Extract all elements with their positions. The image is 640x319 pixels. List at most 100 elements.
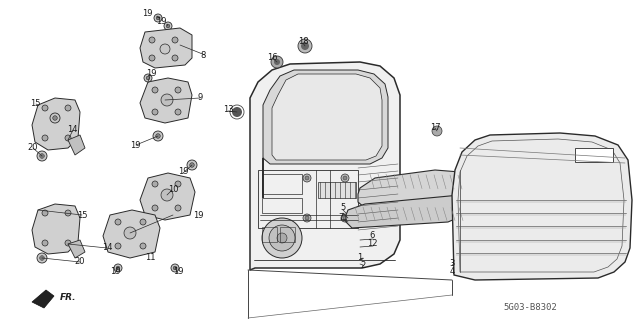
Text: 2: 2 [360,262,365,271]
Circle shape [303,174,311,182]
Text: 4: 4 [449,268,454,277]
Bar [318,182,356,198]
Polygon shape [68,240,85,258]
Text: 7: 7 [339,213,344,222]
Text: 6: 6 [369,232,374,241]
Text: 19: 19 [173,268,183,277]
Circle shape [65,240,71,246]
Circle shape [273,58,281,66]
Text: 9: 9 [197,93,203,102]
Text: 14: 14 [67,125,77,135]
Polygon shape [32,98,80,150]
Text: 14: 14 [102,243,112,253]
Circle shape [152,109,158,115]
Circle shape [154,14,162,22]
Circle shape [65,135,71,141]
Circle shape [269,225,295,251]
Text: 19: 19 [156,18,166,26]
Circle shape [175,181,181,187]
Circle shape [65,105,71,111]
Polygon shape [346,195,465,228]
Circle shape [171,264,179,272]
Circle shape [42,135,48,141]
Circle shape [40,256,44,260]
Circle shape [114,264,122,272]
Circle shape [432,126,442,136]
Circle shape [146,76,150,80]
Text: FR.: FR. [60,293,77,302]
Circle shape [65,210,71,216]
Circle shape [116,266,120,270]
Circle shape [298,39,312,53]
Circle shape [140,243,146,249]
Text: 20: 20 [28,144,38,152]
Bar [575,148,613,162]
Circle shape [341,214,349,222]
Text: 5: 5 [340,204,346,212]
Text: 19: 19 [178,167,188,176]
Circle shape [166,24,170,28]
Circle shape [161,94,173,106]
Polygon shape [358,170,465,208]
Circle shape [42,240,48,246]
Polygon shape [140,173,195,220]
Text: 15: 15 [77,211,87,219]
Circle shape [175,205,181,211]
Circle shape [305,176,309,180]
Circle shape [149,37,155,43]
Text: 11: 11 [145,253,156,262]
Circle shape [175,109,181,115]
Circle shape [164,22,172,30]
Text: 12: 12 [367,240,377,249]
Circle shape [189,163,195,167]
Bar [262,198,302,213]
Circle shape [305,216,309,220]
Circle shape [232,107,242,117]
Polygon shape [452,133,632,280]
Circle shape [303,214,311,222]
Text: 1: 1 [357,254,363,263]
Circle shape [40,256,45,261]
Text: 3: 3 [449,259,454,269]
Circle shape [115,243,121,249]
Circle shape [156,16,160,20]
Circle shape [149,55,155,61]
Text: 20: 20 [75,257,85,266]
Text: 16: 16 [267,53,277,62]
Circle shape [343,176,347,180]
Circle shape [40,153,45,159]
Circle shape [156,134,160,138]
Circle shape [173,266,177,270]
Circle shape [172,55,178,61]
Polygon shape [32,290,54,308]
Circle shape [172,37,178,43]
Circle shape [115,219,121,225]
Circle shape [52,116,57,120]
Text: 19: 19 [130,140,140,150]
Circle shape [37,253,47,263]
Text: 19: 19 [146,69,156,78]
Bar [262,227,277,242]
Text: 17: 17 [429,123,440,132]
Circle shape [153,131,163,141]
Circle shape [124,227,136,239]
Circle shape [37,151,47,161]
Bar [262,174,302,194]
Bar [258,170,358,228]
Circle shape [42,210,48,216]
Circle shape [40,154,44,158]
Text: 19: 19 [193,211,204,219]
Text: 19: 19 [141,10,152,19]
Text: 5G03-B8302: 5G03-B8302 [503,302,557,311]
Text: 15: 15 [29,99,40,108]
Text: 19: 19 [109,268,120,277]
Polygon shape [272,74,382,160]
Circle shape [274,59,280,65]
Circle shape [301,42,309,50]
Circle shape [262,218,302,258]
Bar [280,227,295,242]
Text: 13: 13 [223,106,234,115]
Circle shape [42,105,48,111]
Circle shape [187,160,197,170]
Circle shape [140,219,146,225]
